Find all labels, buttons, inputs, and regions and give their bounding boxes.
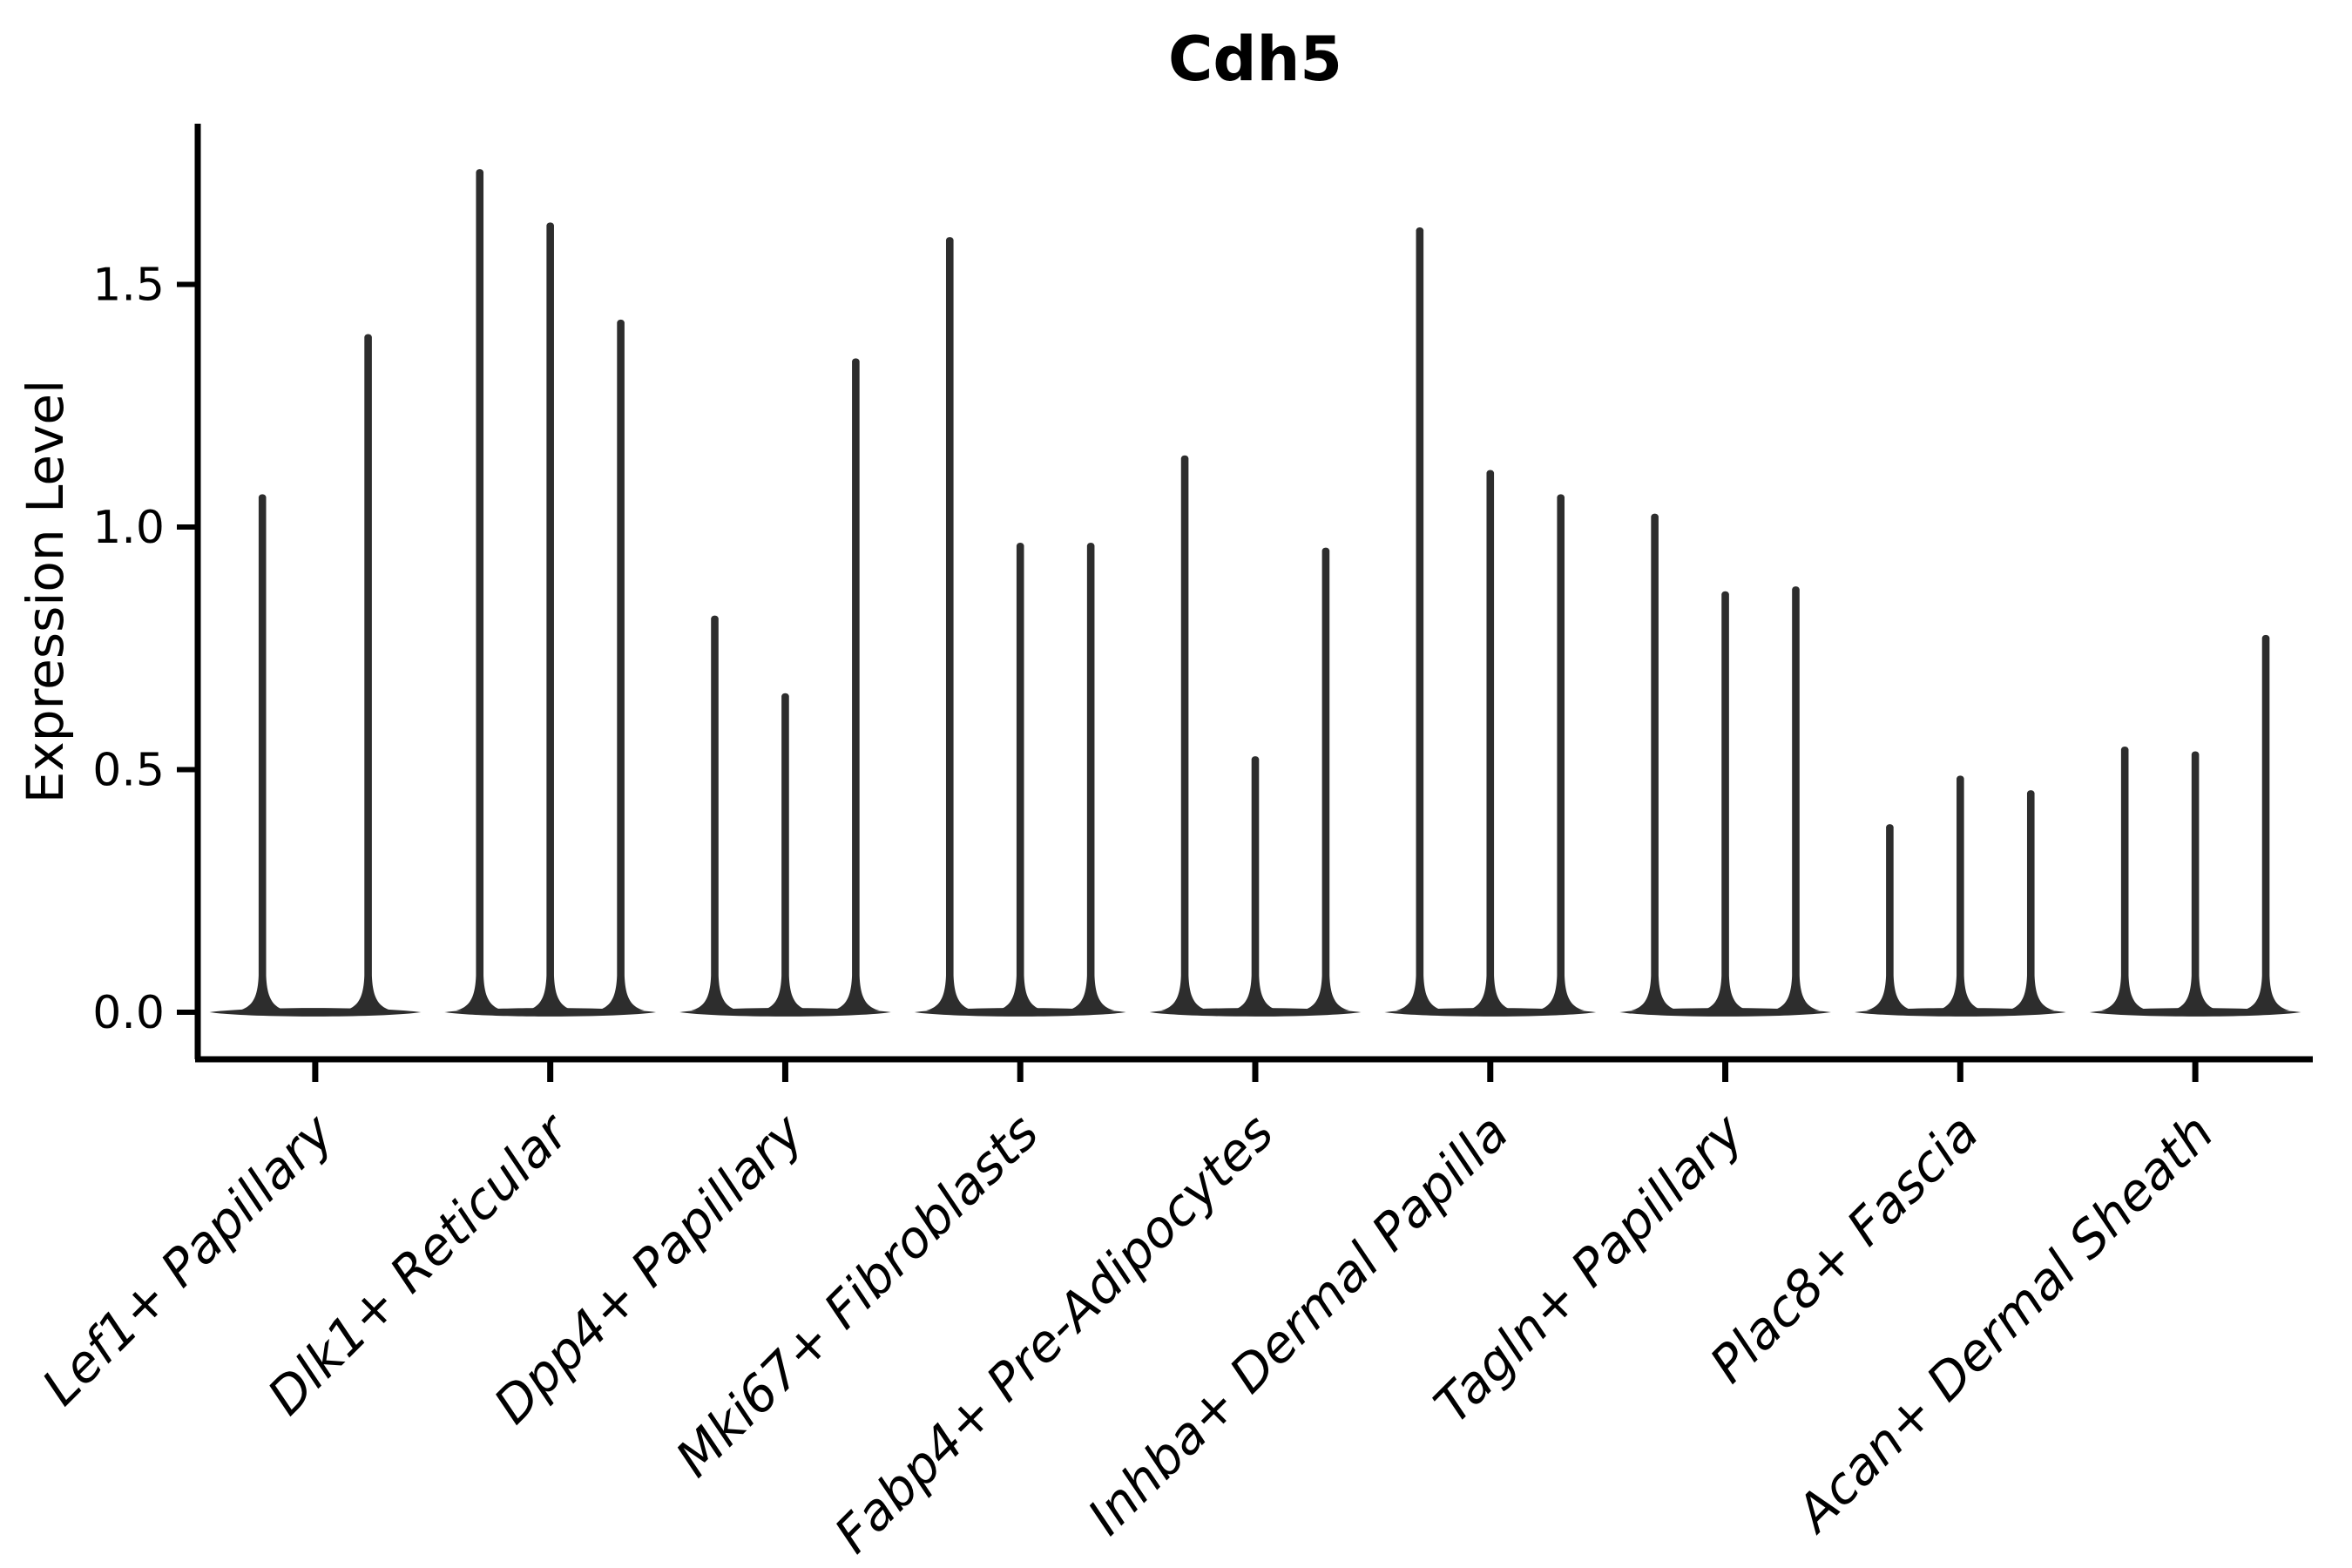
y-axis-tick-label: 0.0: [92, 987, 165, 1039]
violin-group: [209, 334, 422, 1017]
violin-needle: [926, 237, 974, 1010]
violin-needle: [2242, 634, 2290, 1010]
violin-needle: [1866, 824, 1914, 1010]
violin-needle: [1301, 547, 1349, 1010]
violin-group: [914, 237, 1126, 1017]
violin-group: [1854, 775, 2066, 1017]
violins-layer: [209, 169, 2301, 1017]
violin-group: [1619, 513, 1831, 1017]
violin-needle: [832, 358, 880, 1010]
violin-needle: [1936, 775, 1984, 1010]
violin-needle: [1396, 226, 1443, 1010]
violin-group: [2089, 634, 2301, 1017]
violin-needle: [691, 615, 739, 1010]
violin-group: [679, 358, 891, 1017]
y-axis-tick-label: 1.5: [92, 260, 165, 312]
chart-title: Cdh5: [1168, 24, 1342, 95]
violin-needle: [1631, 513, 1679, 1010]
violin-base: [209, 1008, 422, 1017]
violin-needle: [344, 334, 392, 1010]
violin-needle: [526, 222, 574, 1010]
violin-needle: [761, 693, 809, 1010]
violin-group: [1149, 455, 1362, 1017]
ticks-layer: 0.0 0.5 1.0 1.5: [92, 260, 2199, 1082]
violin-needle: [239, 494, 287, 1010]
violin-group: [1384, 226, 1597, 1017]
y-axis-label: Expression Level: [16, 380, 75, 803]
violin-needle: [1701, 591, 1749, 1010]
violin-needle: [1067, 543, 1115, 1010]
x-category-label: Acan+ Dermal Sheath: [1782, 1103, 2225, 1545]
violin-needle: [1537, 494, 1585, 1010]
violin-needle: [1161, 455, 1209, 1010]
violin-group: [444, 169, 657, 1017]
violin-needle: [2101, 746, 2149, 1010]
y-axis-tick-label: 1.0: [92, 502, 165, 554]
violin-needle: [1466, 470, 1514, 1010]
violin-needle: [997, 543, 1044, 1010]
violin-needle: [1232, 756, 1279, 1010]
violin-needle: [597, 319, 645, 1010]
violin-needle: [456, 169, 504, 1010]
x-category-label: Inhba+ Dermal Papilla: [1077, 1103, 1520, 1546]
violin-needle: [1772, 586, 1820, 1010]
y-axis-tick-label: 0.5: [92, 745, 165, 797]
violin-needle: [2172, 751, 2220, 1010]
violin-needle: [2007, 790, 2055, 1010]
x-category-label: Fabp4+ Pre-Adipocytes: [823, 1103, 1285, 1565]
